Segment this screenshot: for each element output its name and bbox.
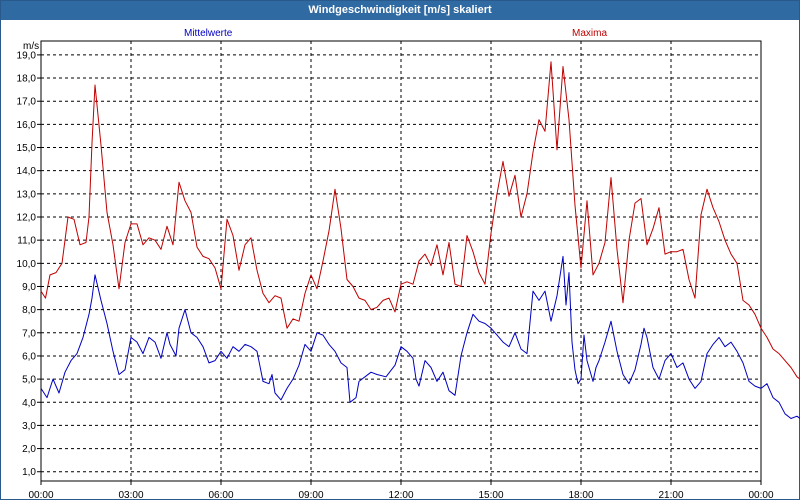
x-axis: 00:0028.05.2503:0028.05.2506:0028.05.250… xyxy=(28,481,774,501)
x-tick-time: 00:00 xyxy=(748,490,773,501)
series-line-mittelwerte xyxy=(40,255,800,420)
x-tick-time: 09:00 xyxy=(298,490,323,501)
y-tick-label: 18,0 xyxy=(17,74,37,85)
y-tick-label: 2,0 xyxy=(22,444,36,455)
y-tick-label: 3,0 xyxy=(22,421,36,432)
y-tick-label: 13,0 xyxy=(17,189,37,200)
y-tick-label: 9,0 xyxy=(22,282,36,293)
y-tick-label: 4,0 xyxy=(22,398,36,409)
legend-maxima: Maxima xyxy=(572,28,607,39)
y-tick-label: 16,0 xyxy=(17,120,37,131)
y-tick-label: 1,0 xyxy=(22,467,36,478)
y-tick-label: 11,0 xyxy=(17,236,36,247)
y-tick-label: 8,0 xyxy=(22,305,36,316)
y-tick-label: 7,0 xyxy=(22,328,36,339)
x-tick-time: 00:00 xyxy=(28,490,53,501)
wind-speed-chart: m/s 1,0 2,0 3,0 4,0 5,0 6,0 7,0 8,0 9,0 10,0 11,0 1… xyxy=(17,28,800,501)
series-lines xyxy=(40,61,800,420)
y-tick-label: 5,0 xyxy=(22,375,36,386)
x-tick-time: 03:00 xyxy=(118,490,143,501)
x-tick-time: 12:00 xyxy=(388,490,413,501)
y-tick-label: 19,0 xyxy=(17,50,37,61)
x-tick-time: 18:00 xyxy=(568,490,593,501)
legend: Mittelwerte Maxima xyxy=(184,28,607,39)
window-title: Windgeschwindigkeit [m/s] skaliert xyxy=(1,1,799,20)
y-tick-label: 10,0 xyxy=(17,259,37,270)
x-tick-time: 21:00 xyxy=(658,490,683,501)
y-tick-label: 17,0 xyxy=(17,97,37,108)
x-tick-time: 15:00 xyxy=(478,490,503,501)
y-axis: m/s 1,0 2,0 3,0 4,0 5,0 6,0 7,0 8,0 9,0 10,0 11,0 1… xyxy=(17,41,41,478)
legend-mittelwerte: Mittelwerte xyxy=(184,28,233,39)
y-tick-label: 12,0 xyxy=(17,213,37,224)
series-line-maxima xyxy=(40,61,800,380)
grid-lines xyxy=(41,41,761,481)
y-tick-label: 15,0 xyxy=(17,143,37,154)
x-tick-time: 06:00 xyxy=(208,490,233,501)
y-tick-label: 14,0 xyxy=(17,166,37,177)
y-axis-label: m/s xyxy=(23,41,39,52)
y-tick-label: 6,0 xyxy=(22,351,36,362)
